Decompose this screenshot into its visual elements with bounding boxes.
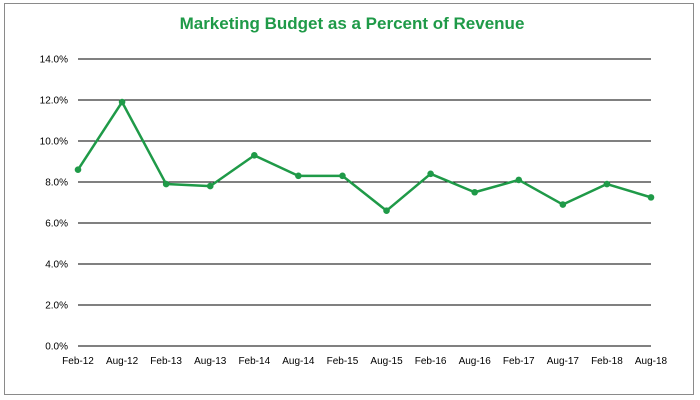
data-point — [515, 176, 523, 184]
x-tick-label: Feb-12 — [62, 356, 94, 367]
data-point — [339, 172, 346, 180]
data-points — [74, 98, 655, 214]
x-tick-label: Feb-18 — [591, 356, 623, 367]
y-tick-label: 10.0% — [40, 137, 68, 148]
data-point — [251, 152, 258, 159]
data-point — [559, 201, 567, 208]
data-point — [427, 170, 434, 178]
x-tick-label: Aug-12 — [106, 356, 139, 367]
y-tick-label: 14.0% — [40, 55, 68, 66]
data-point — [206, 182, 214, 190]
chart-title: Marketing Budget as a Percent of Revenue — [180, 14, 525, 33]
y-axis-ticks: 0.0% 2.0% 4.0% 6.0% 8.0% 10.0% 12.0% 14.0% — [40, 55, 68, 353]
data-point — [471, 188, 478, 196]
y-tick-label: 0.0% — [45, 342, 68, 353]
x-tick-label: Feb-13 — [150, 356, 182, 367]
data-point — [603, 180, 611, 188]
y-tick-label: 8.0% — [45, 178, 68, 189]
x-tick-label: Aug-18 — [635, 356, 668, 367]
x-tick-label: Feb-16 — [415, 356, 447, 367]
data-point — [383, 207, 390, 214]
series-line — [76, 100, 652, 212]
x-tick-label: Feb-14 — [238, 356, 270, 367]
data-point — [74, 166, 82, 173]
x-tick-label: Feb-17 — [503, 356, 535, 367]
data-point — [162, 180, 170, 188]
x-tick-label: Aug-14 — [282, 356, 315, 367]
x-tick-label: Feb-15 — [327, 356, 359, 367]
x-tick-label: Aug-15 — [370, 356, 403, 367]
chart-frame — [4, 3, 694, 395]
x-tick-label: Aug-16 — [459, 356, 492, 367]
data-point — [647, 194, 655, 201]
grid-lines — [78, 58, 651, 347]
x-tick-label: Aug-17 — [547, 356, 580, 367]
y-tick-label: 4.0% — [45, 260, 68, 271]
data-point — [118, 98, 126, 106]
y-tick-label: 2.0% — [45, 301, 68, 312]
data-point — [295, 172, 302, 180]
x-tick-label: Aug-13 — [194, 356, 227, 367]
x-axis-ticks: Feb-12 Aug-12 Feb-13 Aug-13 Feb-14 Aug-14 Feb-… — [62, 356, 667, 367]
y-tick-label: 12.0% — [40, 96, 68, 107]
y-tick-label: 6.0% — [45, 219, 68, 230]
